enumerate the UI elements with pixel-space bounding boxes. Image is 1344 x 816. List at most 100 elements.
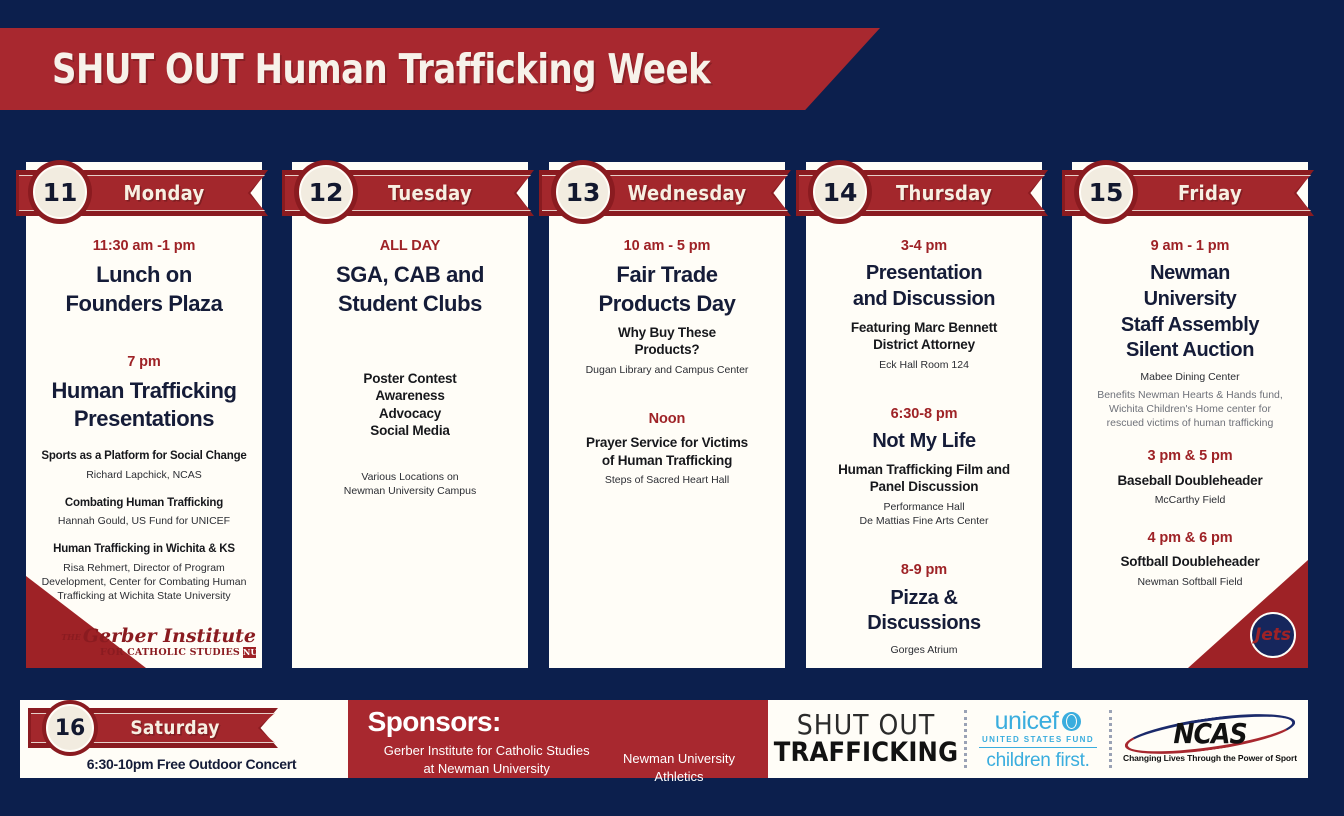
event-time: 6:30-8 pm xyxy=(890,405,958,422)
event-item: 3-4 pm Presentation and Discussion Featurin… xyxy=(815,238,1033,372)
event-item: 3 pm & 5 pm Baseball Doubleheader McCarthy… xyxy=(1081,448,1299,507)
day-date-badge: 11 xyxy=(28,160,92,224)
day-date-number: 14 xyxy=(813,165,867,219)
event-subtitle: Prayer Service for Victims of Human Traff… xyxy=(586,435,748,468)
event-subtitle: Featuring Marc Bennett District Attorney xyxy=(850,319,998,353)
day-content: 3-4 pm Presentation and Discussion Featurin… xyxy=(806,162,1042,657)
event-time: 4 pm & 6 pm xyxy=(1147,529,1233,546)
unicef-rule xyxy=(979,746,1097,748)
footer-bar: Saturday 16 6:30-10pm Free Outdoor Conce… xyxy=(20,700,1308,784)
session-item: Human Trafficking in Wichita & KS Risa Re… xyxy=(35,542,253,603)
event-item: 8-9 pm Pizza & Discussions Gorges Atrium xyxy=(815,562,1033,657)
day-date-number: 11 xyxy=(33,165,87,219)
event-item: 4 pm & 6 pm Softball Doubleheader Newman S… xyxy=(1081,530,1299,589)
session-item: Combating Human Trafficking Hannah Gould,… xyxy=(35,496,253,529)
event-time: 10 am - 5 pm xyxy=(623,238,711,254)
session-title: Combating Human Trafficking xyxy=(64,496,224,509)
day-ribbon: Wednesday 13 xyxy=(539,160,791,224)
event-headline: SGA, CAB and Student Clubs xyxy=(336,262,484,316)
event-time: Noon xyxy=(648,410,686,427)
day-date-badge: 13 xyxy=(551,160,615,224)
partner-logos: SHUT OUT TRAFFICKING unicef UNITED STATE… xyxy=(768,700,1308,778)
day-ribbon: Tuesday 12 xyxy=(282,160,534,224)
ncas-line2: Changing Lives Through the Power of Spor… xyxy=(1123,752,1297,763)
unicef-logo: unicef UNITED STATES FUND children first… xyxy=(967,700,1109,778)
page-title: SHUT OUT Human Trafficking Week xyxy=(52,45,711,93)
saturday-date-number: 16 xyxy=(46,704,94,752)
day-column-tuesday: ALL DAY SGA, CAB and Student Clubs Poster C… xyxy=(282,152,534,668)
saturday-date-badge: 16 xyxy=(42,700,98,756)
event-location: Various Locations on Newman University Ca… xyxy=(343,470,477,498)
logo-divider xyxy=(1109,710,1112,768)
spacer xyxy=(1081,430,1299,448)
spacer xyxy=(815,376,1033,406)
gerber-logo-the: THE xyxy=(61,632,81,642)
event-time: 7 pm xyxy=(127,353,161,370)
day-content: 10 am - 5 pm Fair Trade Products Day Why Bu… xyxy=(549,162,785,488)
gerber-logo-line2: FOR CATHOLIC STUDIES NU xyxy=(100,647,258,658)
day-name-label: Thursday xyxy=(895,181,993,205)
shutout-line2: TRAFFICKING xyxy=(773,736,959,768)
unicef-line1: unicef xyxy=(994,706,1059,735)
globe-icon xyxy=(1062,711,1082,731)
day-card: ALL DAY SGA, CAB and Student Clubs Poster C… xyxy=(292,162,528,668)
day-content: 11:30 am -1 pm Lunch on Founders Plaza 7 pm… xyxy=(26,162,262,603)
saturday-ribbon: Saturday 16 xyxy=(28,700,278,756)
day-card: 11:30 am -1 pm Lunch on Founders Plaza 7 pm… xyxy=(26,162,262,668)
sponsors-block: Sponsors: Gerber Institute for Catholic … xyxy=(347,700,768,784)
event-location: Performance Hall De Mattias Fine Arts Cen… xyxy=(859,500,989,528)
day-content: ALL DAY SGA, CAB and Student Clubs Poster C… xyxy=(292,162,528,498)
event-headline: Not My Life xyxy=(872,430,976,453)
day-card: 9 am - 1 pm Newman University Staff Assembl… xyxy=(1072,162,1308,668)
event-time: ALL DAY xyxy=(379,238,441,254)
event-location: Newman Softball Field xyxy=(1137,575,1243,588)
event-location: Mabee Dining Center xyxy=(1140,370,1240,383)
spacer xyxy=(301,324,519,370)
event-time: 11:30 am -1 pm xyxy=(92,238,196,254)
week-schedule: 11:30 am -1 pm Lunch on Founders Plaza 7 pm… xyxy=(0,152,1344,668)
day-name-label: Monday xyxy=(123,181,205,205)
event-headline: Pizza & Discussions xyxy=(867,586,981,635)
day-date-badge: 12 xyxy=(294,160,358,224)
spacer xyxy=(815,532,1033,562)
session-speaker: Risa Rehmert, Director of Program Develo… xyxy=(41,561,247,602)
session-speaker: Hannah Gould, US Fund for UNICEF xyxy=(57,515,231,528)
day-ribbon: Friday 15 xyxy=(1062,160,1314,224)
event-item: 11:30 am -1 pm Lunch on Founders Plaza xyxy=(35,238,253,318)
day-ribbon: Monday 11 xyxy=(16,160,268,224)
session-item: Sports as a Platform for Social Change Ri… xyxy=(35,449,253,482)
logo-divider xyxy=(964,710,967,768)
event-activity-list: Poster Contest Awareness Advocacy Social Me… xyxy=(363,370,457,439)
event-headline: Newman University Staff Assembly Silent Auc… xyxy=(1120,262,1260,362)
shutout-line1: SHUT OUT xyxy=(796,707,936,741)
event-location: Gorges Atrium xyxy=(890,643,958,656)
event-item: 7 pm Human Trafficking Presentations xyxy=(35,354,253,434)
event-subtitle: Baseball Doubleheader xyxy=(1117,472,1263,488)
ncas-line1: NCAS xyxy=(1173,717,1247,750)
session-speaker: Richard Lapchick, NCAS xyxy=(86,469,202,482)
event-location: McCarthy Field xyxy=(1154,494,1226,507)
event-location: Steps of Sacred Heart Hall xyxy=(604,474,730,487)
day-content: 9 am - 1 pm Newman University Staff Assembl… xyxy=(1072,162,1308,589)
event-time: 3-4 pm xyxy=(900,238,948,254)
day-date-number: 13 xyxy=(556,165,610,219)
shut-out-trafficking-logo: SHUT OUT TRAFFICKING xyxy=(768,700,964,778)
spacer xyxy=(35,324,253,354)
event-item: Noon Prayer Service for Victims of Human T… xyxy=(558,411,776,488)
event-time: 8-9 pm xyxy=(900,562,948,579)
event-headline: Human Trafficking Presentations xyxy=(51,378,237,432)
day-column-monday: 11:30 am -1 pm Lunch on Founders Plaza 7 pm… xyxy=(16,152,268,668)
event-location: Dugan Library and Campus Center xyxy=(585,363,749,376)
sponsor-newman-athletics: Newman University Athletics xyxy=(623,751,735,784)
ncas-oval-icon: NCAS xyxy=(1122,716,1298,752)
day-card: 10 am - 5 pm Fair Trade Products Day Why Bu… xyxy=(549,162,785,668)
saturday-description: 6:30-10pm Free Outdoor Concert xyxy=(86,756,297,772)
day-date-badge: 15 xyxy=(1074,160,1138,224)
unicef-line2: UNITED STATES FUND xyxy=(981,734,1094,744)
event-time: 9 am - 1 pm xyxy=(1150,238,1230,254)
saturday-block: Saturday 16 6:30-10pm Free Outdoor Conce… xyxy=(20,700,348,778)
day-name-label: Friday xyxy=(1178,181,1242,205)
event-headline: Presentation and Discussion xyxy=(852,262,996,310)
event-headline: Lunch on Founders Plaza xyxy=(65,262,223,316)
event-item: 9 am - 1 pm Newman University Staff Assembl… xyxy=(1081,238,1299,430)
